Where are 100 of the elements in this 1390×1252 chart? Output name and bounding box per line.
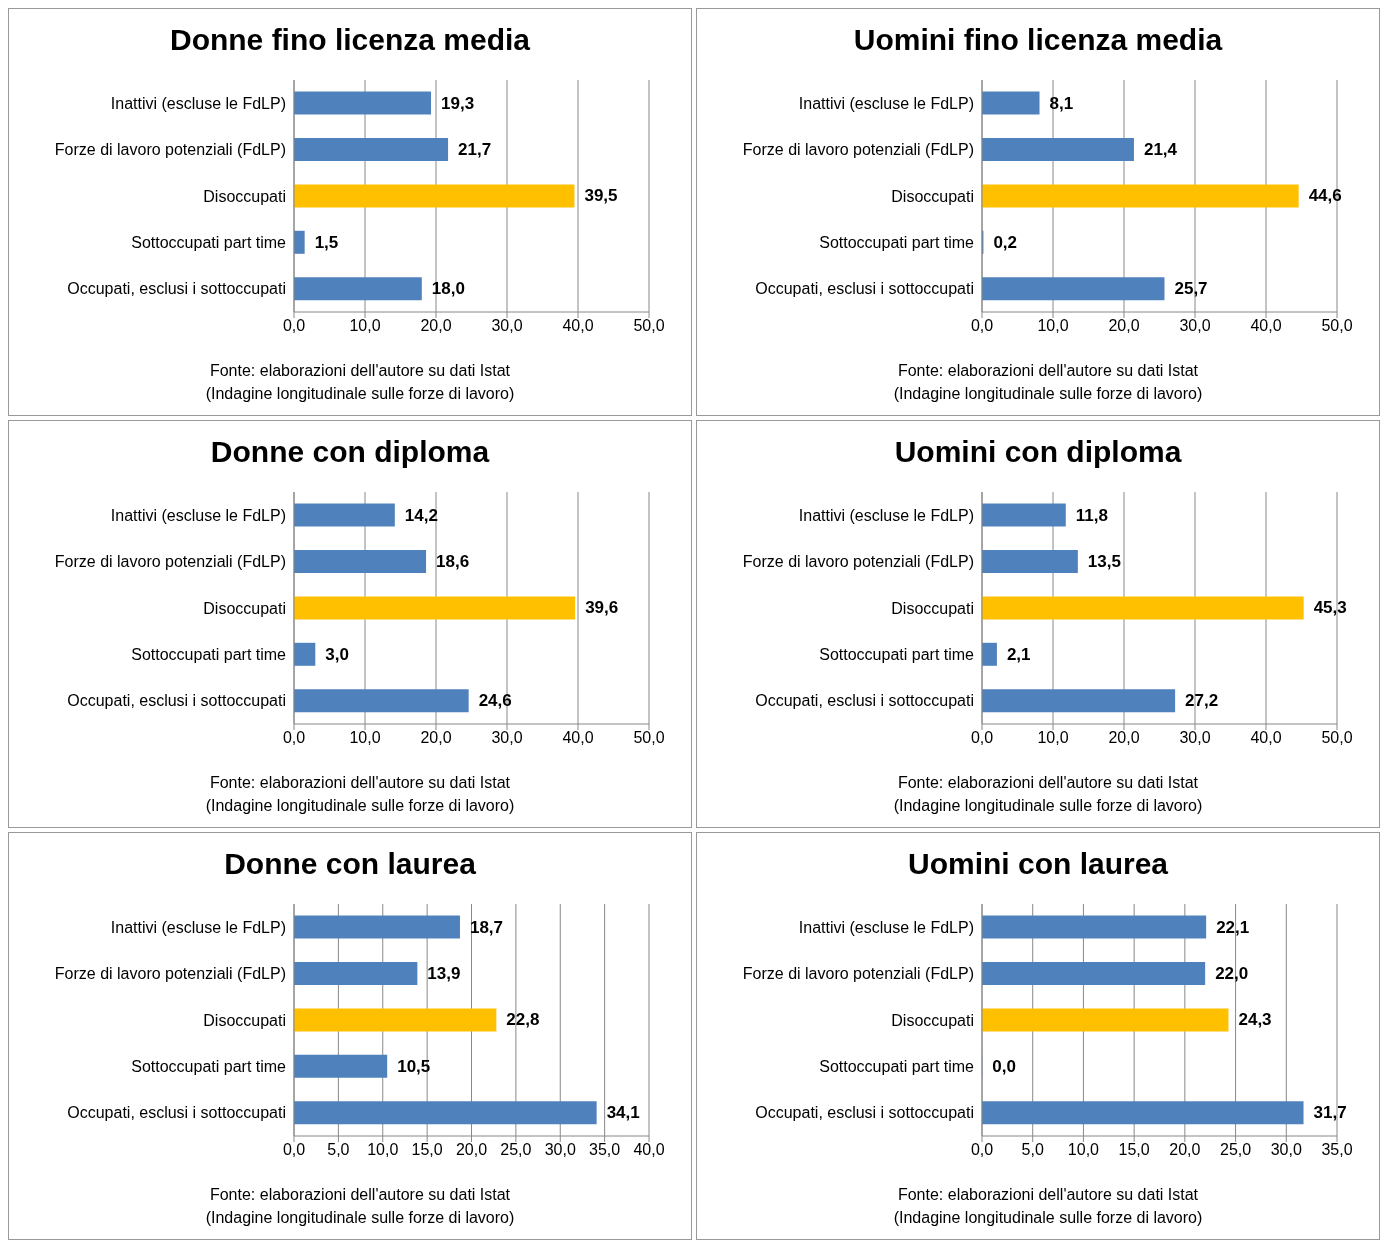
y-tick-label: Sottoccupati part time	[131, 646, 287, 664]
data-label: 18,0	[431, 279, 465, 299]
x-tick-label: 0,0	[282, 729, 306, 747]
y-tick-label: Disoccupati	[891, 599, 974, 617]
data-label: 0,0	[992, 1056, 1016, 1076]
data-label: 24,3	[1238, 1010, 1272, 1030]
y-tick-label: Forze di lavoro potenziali (FdLP)	[54, 141, 286, 159]
x-tick-label: 50,0	[633, 729, 665, 747]
text: (Indagine longitudinale sulle forze di lavoro)	[204, 796, 516, 816]
y-tick-label: Sottoccupati part time	[131, 234, 287, 252]
data-label: 22,0	[1215, 964, 1249, 983]
x-tick-label: 50,0	[633, 317, 665, 335]
x-tick-label: 30,0	[1270, 1141, 1302, 1159]
y-tick-label: Occupati, esclusi i sottoccupati	[67, 1104, 286, 1122]
y-tick-label: Sottoccupati part time	[819, 646, 975, 664]
y-tick-label: Occupati, esclusi i sottoccupati	[755, 1104, 974, 1122]
source-note: Fonte: elaborazioni dell'autore su dati Istat	[208, 773, 512, 793]
x-tick-label: 30,0	[544, 1141, 576, 1159]
x-tick-label: 0,0	[282, 317, 306, 335]
data-label: 19,3	[441, 93, 475, 113]
data-label: 10,5	[397, 1056, 431, 1076]
x-tick-label: 40,0	[562, 317, 594, 335]
y-tick-label: Inattivi (escluse le FdLP)	[798, 94, 974, 112]
data-label: 31,7	[1313, 1103, 1347, 1123]
x-tick-label: 15,0	[411, 1141, 443, 1159]
y-tick-label: Forze di lavoro potenziali (FdLP)	[742, 965, 974, 983]
y-tick-label: Disoccupati	[891, 1011, 974, 1029]
data-label: 18,6	[436, 552, 470, 571]
data-label: 3,0	[325, 644, 349, 664]
x-tick-label: 0,0	[970, 1141, 994, 1159]
y-tick-label: Disoccupati	[203, 187, 286, 205]
chart-title: Donne fino licenza media	[168, 23, 532, 57]
x-tick-label: 10,0	[349, 729, 381, 747]
source-note: Fonte: elaborazioni dell'autore su dati Istat	[896, 1185, 1200, 1205]
data-label: 22,8	[506, 1010, 540, 1030]
y-tick-label: Forze di lavoro potenziali (FdLP)	[54, 553, 286, 571]
data-label: 45,3	[1313, 598, 1347, 618]
x-tick-label: 25,0	[1220, 1141, 1252, 1159]
x-tick-label: 0,0	[282, 1141, 306, 1159]
y-tick-label: Occupati, esclusi i sottoccupati	[755, 280, 974, 298]
x-tick-label: 20,0	[1108, 729, 1140, 747]
x-tick-label: 10,0	[349, 317, 381, 335]
data-label: 18,7	[469, 917, 504, 937]
chart-title: Uomini con diploma	[893, 435, 1183, 469]
x-tick-label: 20,0	[420, 317, 452, 335]
y-tick-label: Inattivi (escluse le FdLP)	[110, 506, 286, 524]
source-note: Fonte: elaborazioni dell'autore su dati Istat	[208, 361, 512, 381]
data-label: 24,6	[478, 691, 512, 711]
y-tick-label: Forze di lavoro potenziali (FdLP)	[54, 965, 286, 983]
y-tick-label: Occupati, esclusi i sottoccupati	[67, 692, 286, 710]
y-tick-label: Occupati, esclusi i sottoccupati	[755, 692, 974, 710]
x-tick-label: 15,0	[1118, 1141, 1150, 1159]
data-label: 44,6	[1308, 186, 1342, 206]
x-tick-label: 10,0	[367, 1141, 399, 1159]
x-tick-label: 40,0	[633, 1141, 665, 1159]
data-label: 21,4	[1143, 140, 1178, 159]
x-tick-label: 25,0	[500, 1141, 532, 1159]
data-label: 11,8	[1075, 505, 1108, 525]
x-tick-label: 0,0	[970, 317, 994, 335]
x-tick-label: 50,0	[1321, 317, 1353, 335]
chart-title: Donne con laurea	[223, 847, 477, 881]
x-tick-label: 10,0	[1037, 729, 1069, 747]
data-label: 13,5	[1087, 552, 1121, 571]
data-label: 39,6	[585, 598, 619, 618]
text: (Indagine longitudinale sulle forze di lavoro)	[204, 384, 516, 404]
data-label: 27,2	[1185, 691, 1219, 711]
source-note: Fonte: elaborazioni dell'autore su dati Istat	[896, 773, 1200, 793]
x-tick-label: 20,0	[455, 1141, 488, 1159]
x-tick-label: 40,0	[1250, 729, 1282, 747]
x-tick-label: 10,0	[1067, 1141, 1100, 1159]
x-tick-label: 50,0	[1321, 729, 1353, 747]
source-note: Fonte: elaborazioni dell'autore su dati Istat	[208, 1185, 512, 1205]
y-tick-label: Forze di lavoro potenziali (FdLP)	[742, 553, 974, 571]
chart-title: Donne con diploma	[209, 435, 491, 469]
y-tick-label: Forze di lavoro potenziali (FdLP)	[742, 141, 974, 159]
chart-title: Uomini fino licenza media	[852, 23, 1224, 57]
y-tick-label: Inattivi (escluse le FdLP)	[798, 918, 974, 936]
x-tick-label: 35,0	[1321, 1141, 1353, 1159]
x-tick-label: 30,0	[1179, 317, 1211, 335]
y-tick-label: Inattivi (escluse le FdLP)	[110, 918, 286, 936]
y-tick-label: Occupati, esclusi i sottoccupati	[67, 280, 286, 298]
x-tick-label: 10,0	[1037, 317, 1069, 335]
y-tick-label: Inattivi (escluse le FdLP)	[110, 94, 286, 112]
data-label: 22,1	[1216, 917, 1250, 937]
data-label: 39,5	[584, 186, 618, 206]
text: (Indagine longitudinale sulle forze di lavoro)	[892, 796, 1204, 816]
y-tick-label: Disoccupati	[203, 599, 286, 617]
y-tick-label: Disoccupati	[891, 187, 974, 205]
x-tick-label: 20,0	[420, 729, 452, 747]
y-tick-label: Sottoccupati part time	[131, 1058, 287, 1076]
chart-title: Uomini con laurea	[906, 847, 1170, 881]
data-label: 14,2	[404, 505, 438, 525]
x-tick-label: 0,0	[970, 729, 994, 747]
data-label: 8,1	[1049, 93, 1074, 113]
x-tick-label: 40,0	[562, 729, 594, 747]
data-label: 13,9	[427, 964, 461, 983]
y-tick-label: Sottoccupati part time	[819, 1058, 975, 1076]
x-tick-label: 20,0	[1108, 317, 1140, 335]
x-tick-label: 40,0	[1250, 317, 1282, 335]
y-tick-label: Disoccupati	[203, 1011, 286, 1029]
